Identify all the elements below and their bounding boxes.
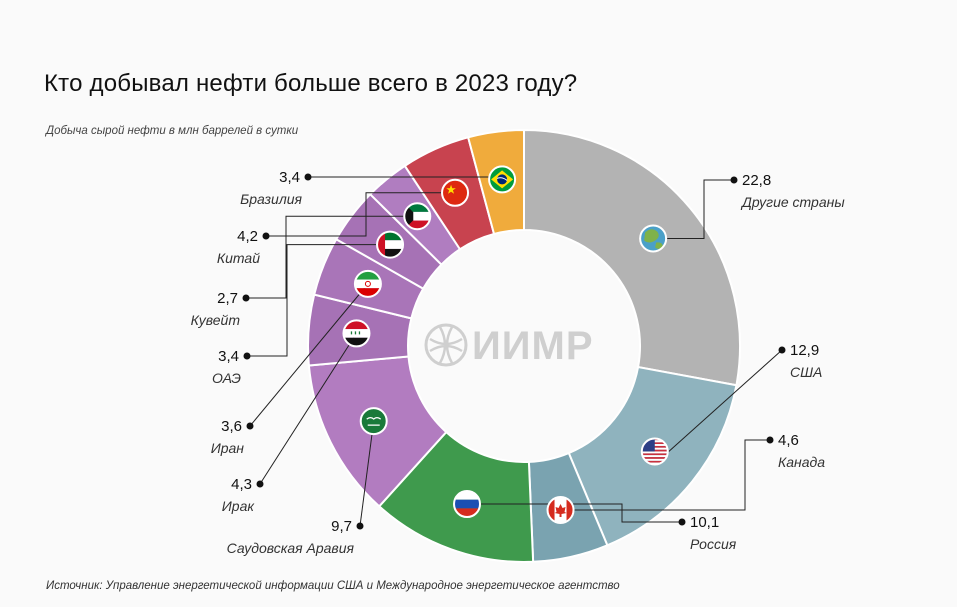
value-label-другие-страны: 22,8	[742, 172, 771, 189]
uae-flag-icon	[376, 230, 405, 259]
chart-source: Источник: Управление энергетической инфо…	[46, 580, 620, 592]
kuwait-flag-icon	[403, 202, 432, 231]
globe-icon	[639, 224, 668, 253]
category-label-иран: Иран	[211, 440, 245, 456]
flag-icons	[342, 165, 669, 524]
leader-dot-сша	[778, 346, 786, 354]
slice-другие-страны	[523, 128, 741, 387]
saudi-flag-icon	[359, 407, 388, 436]
value-label-канада: 4,6	[778, 432, 799, 449]
leader-line-ирак	[259, 333, 357, 485]
leader-dot-канада	[766, 436, 774, 444]
category-label-сша: США	[790, 364, 822, 380]
category-label-канада: Канада	[778, 454, 825, 470]
china-flag-icon	[441, 178, 470, 207]
leader-dot-кувейт	[242, 294, 250, 302]
iran-flag-icon	[353, 269, 382, 298]
leader-dot-бразилия	[304, 173, 312, 181]
leader-dot-саудовская-аравия	[356, 522, 364, 530]
value-label-кувейт: 2,7	[217, 290, 238, 307]
category-label-россия: Россия	[690, 536, 737, 552]
brazil-flag-icon	[488, 165, 517, 194]
chart-title: Кто добывал нефти больше всего в 2023 го…	[44, 70, 578, 97]
leader-line-кувейт	[246, 215, 404, 299]
leader-dot-другие-страны	[730, 176, 738, 184]
chart-subtitle: Добыча сырой нефти в млн баррелей в сутк…	[46, 125, 299, 137]
value-label-сша: 12,9	[790, 342, 819, 359]
slice-labels: 22,8 Другие страны 12,9 США 4,6 Канада 10,1 Рос…	[191, 169, 846, 556]
leader-dot-оаэ	[243, 352, 251, 360]
watermark-logo-icon	[424, 323, 468, 367]
leader-line-саудовская-аравия	[359, 421, 375, 527]
leader-line-китай	[266, 192, 442, 237]
center-watermark: ИИМР	[424, 323, 594, 368]
leader-line-канада	[574, 439, 770, 511]
leader-line-другие-страны	[667, 179, 734, 240]
leader-dot-иран	[246, 422, 254, 430]
value-label-китай: 4,2	[237, 228, 258, 245]
category-label-саудовская-аравия: Саудовская Аравия	[227, 540, 355, 556]
leader-line-оаэ	[247, 244, 377, 357]
value-label-иран: 3,6	[221, 418, 242, 435]
leader-dot-китай	[262, 232, 270, 240]
iraq-flag-icon	[342, 319, 371, 348]
leader-line-сша	[668, 349, 783, 452]
leader-dot-россия	[678, 518, 686, 526]
category-label-ирак: Ирак	[222, 498, 256, 514]
category-label-бразилия: Бразилия	[240, 191, 302, 207]
watermark-text: ИИМР	[472, 324, 594, 368]
category-label-китай: Китай	[217, 250, 260, 266]
value-label-россия: 10,1	[690, 514, 719, 531]
value-label-саудовская-аравия: 9,7	[331, 518, 352, 535]
usa-flag-icon	[640, 437, 669, 466]
category-label-кувейт: Кувейт	[191, 312, 241, 328]
leader-dot-ирак	[256, 480, 264, 488]
value-label-ирак: 4,3	[231, 476, 252, 493]
canada-flag-icon	[546, 495, 575, 524]
value-label-бразилия: 3,4	[279, 169, 300, 186]
russia-flag-icon	[453, 490, 482, 519]
category-label-оаэ: ОАЭ	[212, 370, 241, 386]
leader-line-иран	[249, 283, 369, 427]
value-label-оаэ: 3,4	[218, 348, 239, 365]
category-label-другие-страны: Другие страны	[740, 194, 845, 210]
